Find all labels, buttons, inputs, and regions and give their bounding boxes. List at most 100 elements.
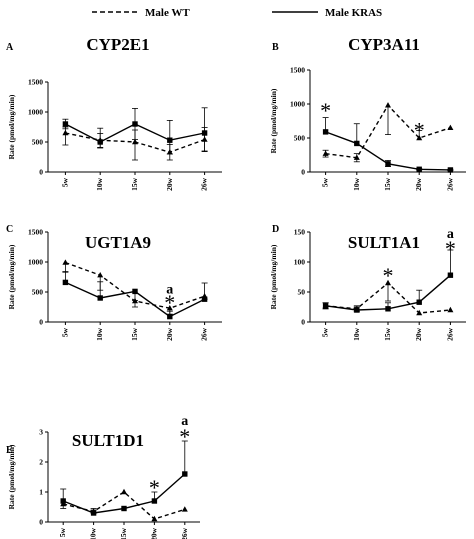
panel-a: A CYP2E1 Rate (pmol/mg/min) 0 500 1000 1500 5w 1… [6, 35, 222, 191]
point-kras [97, 295, 103, 301]
point-wt [121, 488, 127, 495]
x-tick-label: 26w [200, 177, 209, 191]
y-tick-label: 1500 [28, 228, 43, 237]
y-axis-label: Rate (pmol/mg/min) [7, 94, 16, 159]
panel-letter: D [272, 224, 279, 235]
x-tick-label: 5w [60, 327, 69, 337]
series-wt [62, 259, 208, 315]
point-kras [201, 130, 208, 136]
y-tick-label: 0 [39, 518, 43, 527]
point-kras [385, 161, 391, 167]
point-wt [447, 306, 454, 313]
panel-e: E SULT1D1 Rate (pmol/mg/min) 0 1 2 3 5w 10w 15w 20… [6, 414, 200, 539]
y-tick-label: 0 [301, 168, 305, 177]
panel-c: C UGT1A9 Rate (pmol/mg/min) 0 500 1000 1500 5w 1… [6, 224, 222, 341]
point-wt [97, 272, 104, 278]
point-kras [182, 471, 188, 477]
point-kras [132, 121, 138, 127]
series-kras [322, 249, 454, 313]
y-tick-label: 1500 [28, 78, 43, 87]
point-wt [151, 515, 158, 522]
point-wt [322, 150, 329, 156]
x-tick-label: 20w [149, 527, 158, 539]
significance-star: * [320, 98, 331, 123]
x-tick-label: 5w [321, 327, 330, 337]
x-tick-label: 20w [165, 177, 174, 191]
x-tick-label: 15w [119, 527, 128, 539]
panel-b: B CYP3A11 Rate (pmol/mg/min) 0 500 1000 1500 5w… [269, 35, 466, 191]
series-kras [62, 271, 208, 320]
panel-d: D SULT1A1 Rate (pmol/mg/min) 0 50 100 150 5w 10w… [269, 224, 466, 341]
significance-star: * [414, 117, 425, 142]
point-kras [201, 296, 208, 302]
y-tick-label: 500 [32, 288, 44, 297]
point-wt [353, 154, 360, 160]
point-kras [354, 307, 360, 313]
significance-star: * [383, 263, 394, 288]
x-tick-label: 15w [130, 327, 139, 341]
panel-title: SULT1D1 [72, 431, 144, 450]
series-wt [60, 488, 188, 522]
point-wt [385, 102, 391, 108]
point-wt [447, 124, 454, 130]
panel-letter: A [6, 42, 14, 53]
point-kras [167, 313, 173, 320]
point-kras [385, 306, 391, 312]
significance-letter: a [447, 227, 454, 242]
y-tick-label: 1500 [290, 66, 305, 75]
point-kras [322, 303, 329, 309]
x-tick-label: 10w [95, 177, 104, 191]
significance-star: * [149, 475, 160, 500]
y-tick-label: 1000 [28, 258, 43, 267]
series-kras [60, 440, 188, 516]
x-tick-label: 5w [60, 177, 69, 187]
x-tick-label: 15w [130, 177, 139, 191]
point-kras [447, 167, 454, 173]
series-kras [62, 107, 208, 155]
x-tick-label: 26w [445, 177, 454, 191]
panel-letter: C [6, 224, 13, 235]
significance-star: * [445, 236, 456, 261]
series-wt [322, 102, 454, 163]
significance-star: * [179, 424, 190, 449]
significance-star: * [164, 290, 175, 315]
x-tick-label: 20w [414, 177, 423, 191]
point-kras [62, 121, 69, 127]
line-wt [63, 491, 186, 520]
point-kras [90, 510, 97, 516]
point-kras [121, 505, 127, 512]
point-wt [132, 138, 138, 145]
point-kras [60, 498, 66, 504]
x-tick-label: 26w [445, 327, 454, 341]
point-kras [62, 279, 69, 286]
y-axis-label: Rate (pmol/mg/min) [269, 244, 278, 309]
point-kras [132, 288, 138, 295]
y-tick-label: 500 [294, 134, 306, 143]
panel-letter: B [272, 42, 279, 53]
y-axis-label: Rate (pmol/mg/min) [7, 244, 16, 309]
panel-title: CYP3A11 [348, 35, 420, 54]
point-wt [62, 129, 69, 136]
point-kras [354, 140, 360, 147]
point-wt [416, 309, 423, 316]
x-tick-label: 10w [95, 327, 104, 341]
y-tick-label: 0 [39, 318, 43, 327]
point-wt [385, 279, 391, 286]
x-tick-label: 10w [89, 527, 98, 539]
point-kras [167, 137, 173, 143]
point-kras [322, 129, 329, 135]
x-tick-label: 26w [200, 327, 209, 341]
y-tick-label: 100 [294, 258, 306, 267]
y-tick-label: 500 [32, 138, 44, 147]
y-tick-label: 0 [39, 168, 43, 177]
panel-title: UGT1A9 [85, 233, 151, 252]
legend: Male WT Male KRAS [92, 7, 382, 19]
point-wt [181, 506, 188, 512]
series-kras [322, 117, 454, 173]
x-tick-label: 20w [165, 327, 174, 341]
y-tick-label: 150 [294, 228, 306, 237]
point-kras [416, 166, 422, 172]
significance-letter: a [166, 282, 173, 297]
point-wt [416, 134, 423, 141]
